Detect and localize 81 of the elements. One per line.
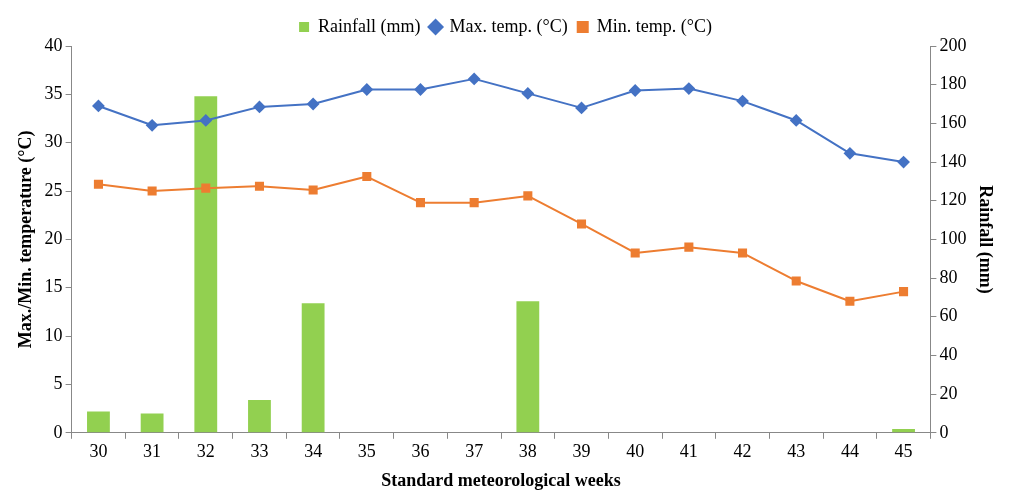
- y2-tick-label: 100: [939, 228, 967, 249]
- y2-axis-title: Rainfall (mm): [974, 185, 996, 294]
- y-tick-label: 25: [44, 179, 63, 200]
- point: [682, 82, 695, 95]
- point: [576, 219, 587, 229]
- y-tick-label: 30: [44, 131, 63, 152]
- x-tick-label: 41: [679, 441, 698, 462]
- point: [791, 276, 801, 286]
- x-tick-label: 39: [572, 441, 591, 462]
- point: [201, 183, 211, 193]
- x-tick-label: 34: [304, 441, 323, 462]
- point: [684, 242, 694, 252]
- legend-label: Max. temp. (°C): [449, 15, 568, 37]
- point: [308, 185, 318, 195]
- point: [146, 119, 159, 132]
- x-tick-label: 45: [894, 441, 913, 462]
- y2-tick-label: 80: [939, 266, 958, 287]
- point: [843, 147, 856, 160]
- x-tick-label: 40: [626, 441, 645, 462]
- y-tick-label: 5: [53, 373, 63, 394]
- x-axis-title: Standard meteorological weeks: [381, 469, 621, 490]
- y-tick-label: 10: [44, 324, 63, 345]
- y2-tick-label: 180: [939, 73, 967, 94]
- point: [790, 114, 803, 127]
- bar: [87, 411, 110, 433]
- x-tick-label: 42: [733, 441, 752, 462]
- point: [360, 83, 373, 96]
- x-tick-label: 32: [196, 441, 215, 462]
- bar: [140, 413, 164, 433]
- bar: [516, 301, 540, 433]
- point: [845, 296, 855, 306]
- x-tick-label: 44: [840, 441, 859, 462]
- y-tick-label: 20: [44, 228, 63, 249]
- point: [92, 99, 105, 112]
- y-tick-label: 0: [53, 421, 63, 442]
- point: [630, 248, 640, 258]
- point: [575, 101, 588, 114]
- y-tick-label: 15: [44, 276, 63, 297]
- point: [254, 181, 264, 191]
- bar: [301, 303, 325, 433]
- point: [362, 172, 372, 182]
- x-tick-label: 36: [411, 441, 430, 462]
- x-tick-label: 30: [89, 441, 108, 462]
- y2-tick-label: 0: [939, 421, 949, 442]
- y2-tick-label: 60: [939, 305, 958, 326]
- point: [523, 191, 533, 201]
- x-tick-label: 31: [143, 441, 162, 462]
- x-tick-label: 33: [250, 441, 269, 462]
- y-axis-title: Max./Min. temperature (°C): [15, 130, 37, 349]
- point: [307, 98, 320, 111]
- point: [468, 72, 481, 85]
- legend-label: Min. temp. (°C): [596, 15, 712, 37]
- x-tick-label: 38: [518, 441, 537, 462]
- x-tick-label: 43: [787, 441, 806, 462]
- legend-label: Rainfall (mm): [318, 15, 421, 37]
- y2-tick-label: 160: [939, 112, 967, 133]
- y2-tick-label: 40: [939, 344, 958, 365]
- point: [93, 179, 103, 189]
- point: [147, 186, 157, 196]
- point: [521, 87, 534, 100]
- point: [199, 114, 212, 127]
- point: [736, 95, 749, 108]
- point: [414, 83, 427, 96]
- bar: [194, 96, 218, 433]
- bar: [248, 399, 271, 433]
- point: [253, 100, 266, 113]
- bar: [892, 428, 915, 433]
- y2-tick-label: 200: [939, 34, 967, 55]
- y2-tick-label: 20: [939, 382, 958, 403]
- y-tick-label: 40: [44, 34, 63, 55]
- point: [738, 248, 748, 258]
- y2-tick-label: 120: [939, 189, 967, 210]
- point: [469, 198, 479, 208]
- point: [899, 287, 909, 297]
- point: [415, 198, 426, 208]
- x-tick-label: 37: [465, 441, 484, 462]
- x-tick-label: 35: [357, 441, 376, 462]
- y2-tick-label: 140: [939, 150, 967, 171]
- point: [629, 84, 642, 97]
- point: [897, 156, 910, 169]
- y-tick-label: 35: [44, 83, 63, 104]
